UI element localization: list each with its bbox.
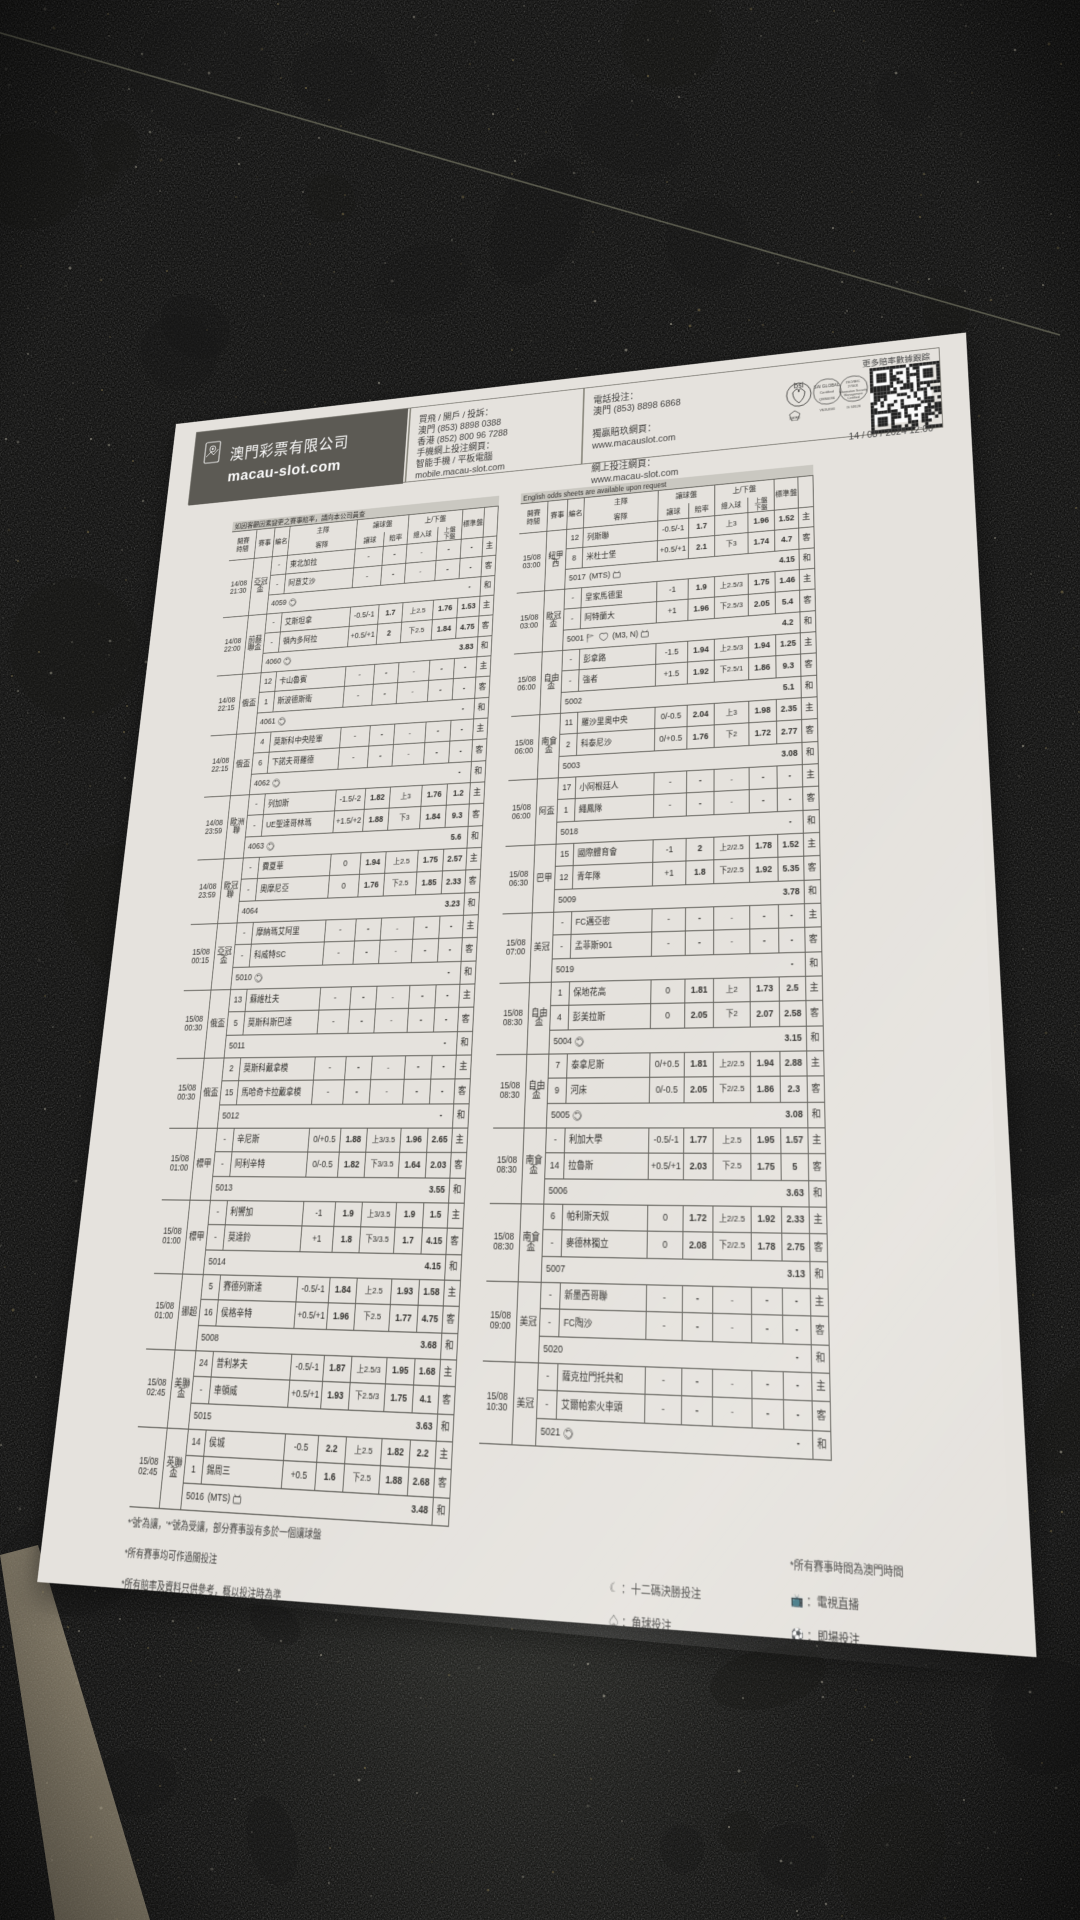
svg-text:Certified: Certified	[820, 389, 835, 395]
svg-text:IS 749128: IS 749128	[847, 405, 862, 410]
svg-text:27001: 27001	[848, 383, 859, 389]
svg-text:Certified: Certified	[847, 396, 860, 401]
svg-text:QMS0036: QMS0036	[819, 395, 835, 402]
svg-text:VN19-8183: VN19-8183	[820, 407, 836, 412]
svg-text:責任博彩: 責任博彩	[789, 415, 801, 421]
